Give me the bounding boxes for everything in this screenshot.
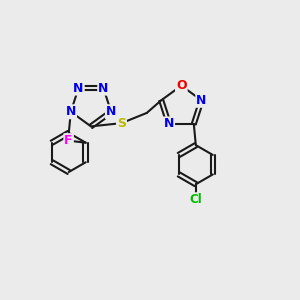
Text: N: N — [196, 94, 207, 107]
Text: N: N — [164, 118, 174, 130]
Text: N: N — [106, 105, 116, 118]
Text: S: S — [117, 117, 126, 130]
Text: N: N — [98, 82, 109, 94]
Text: Cl: Cl — [190, 193, 202, 206]
Text: N: N — [73, 82, 84, 94]
Text: O: O — [176, 79, 187, 92]
Text: N: N — [66, 105, 76, 118]
Text: F: F — [64, 134, 73, 147]
